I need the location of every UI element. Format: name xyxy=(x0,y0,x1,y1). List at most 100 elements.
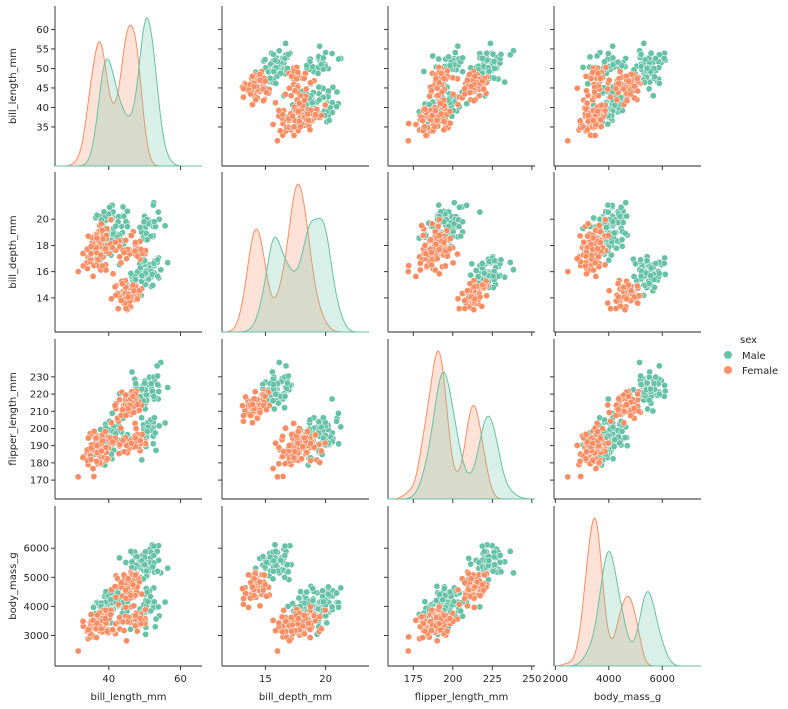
panel-body_mass_g-vs-bill_depth_mm: 15 20 xyxy=(218,506,369,685)
point-female xyxy=(269,617,277,624)
point-female xyxy=(614,406,622,414)
point-female xyxy=(427,236,435,244)
panel-flipper_length_mm-vs-flipper_length_mm xyxy=(387,339,535,503)
point-female xyxy=(590,266,597,274)
y-tick-label: 4000 xyxy=(24,602,49,613)
point-female xyxy=(419,117,427,125)
point-female xyxy=(260,571,268,579)
y-tick-label: 190 xyxy=(30,441,49,452)
point-female xyxy=(307,79,314,87)
point-female xyxy=(295,117,303,125)
point-female xyxy=(97,447,105,455)
point-female xyxy=(435,246,443,253)
point-female xyxy=(294,68,302,76)
point-male xyxy=(652,55,659,62)
point-male xyxy=(317,423,325,431)
y-tick-label: 50 xyxy=(36,64,49,75)
point-male xyxy=(637,272,645,280)
point-female xyxy=(279,433,286,440)
point-female xyxy=(119,618,127,626)
point-male xyxy=(491,561,498,569)
point-female xyxy=(300,612,308,619)
y-tick-label: 200 xyxy=(30,424,49,435)
point-female xyxy=(261,392,269,400)
point-female xyxy=(607,93,614,101)
point-female xyxy=(428,112,436,119)
point-female xyxy=(79,250,87,257)
point-female xyxy=(461,305,469,312)
point-female xyxy=(240,85,247,93)
point-female xyxy=(464,76,471,84)
point-female xyxy=(134,401,141,408)
point-male xyxy=(579,64,587,71)
point-female xyxy=(251,388,259,396)
point-male xyxy=(446,588,454,596)
point-female xyxy=(249,583,256,591)
point-male xyxy=(152,615,160,623)
point-female xyxy=(252,96,260,104)
point-male xyxy=(303,588,311,596)
point-male xyxy=(640,40,648,47)
point-female xyxy=(461,595,469,602)
point-male xyxy=(306,416,314,424)
point-male xyxy=(325,583,332,591)
point-male xyxy=(319,54,327,62)
point-female xyxy=(306,126,314,134)
panel-body_mass_g-vs-flipper_length_mm: 175 200 225 250 xyxy=(384,506,541,685)
point-female xyxy=(479,77,486,85)
point-male xyxy=(124,223,131,231)
point-female xyxy=(412,273,420,280)
point-female xyxy=(446,245,454,253)
point-male xyxy=(450,199,458,207)
point-female xyxy=(433,637,441,645)
point-female xyxy=(595,253,602,261)
point-female xyxy=(464,602,471,610)
point-female xyxy=(90,473,98,480)
point-female xyxy=(97,625,105,633)
point-female xyxy=(131,247,139,255)
panel-bill_length_mm-vs-bill_length_mm: 35 40 45 50 55 60 xyxy=(36,6,202,170)
point-male xyxy=(475,559,483,566)
point-female xyxy=(129,392,137,400)
point-female xyxy=(97,251,105,259)
point-female xyxy=(615,293,622,301)
point-female xyxy=(99,437,107,445)
point-male xyxy=(609,455,617,463)
point-female xyxy=(584,232,591,240)
point-male xyxy=(609,54,617,62)
point-male xyxy=(281,393,289,400)
point-male xyxy=(281,404,288,412)
point-female xyxy=(592,465,600,472)
point-female xyxy=(438,88,446,96)
point-female xyxy=(634,282,641,290)
point-male xyxy=(333,417,340,425)
point-female xyxy=(101,615,109,622)
point-female xyxy=(112,238,119,246)
point-female xyxy=(120,249,128,256)
point-female xyxy=(107,216,115,224)
point-female xyxy=(291,87,299,95)
point-male xyxy=(152,447,160,454)
point-male xyxy=(622,199,630,207)
point-male xyxy=(133,553,141,560)
point-male xyxy=(149,201,157,209)
point-female xyxy=(128,439,135,447)
panel-bill_length_mm-vs-body_mass_g xyxy=(550,6,701,170)
point-male xyxy=(433,582,441,590)
point-male xyxy=(643,379,651,387)
point-female xyxy=(634,75,641,82)
point-male xyxy=(421,598,429,606)
point-female xyxy=(275,619,283,627)
point-male xyxy=(272,548,280,555)
point-female xyxy=(249,419,256,427)
point-female xyxy=(282,90,289,98)
point-female xyxy=(295,615,302,622)
point-male xyxy=(429,52,437,60)
point-female xyxy=(272,439,279,447)
y-tick-label: 55 xyxy=(36,44,49,55)
point-male xyxy=(446,62,454,69)
point-male xyxy=(161,222,169,230)
point-male xyxy=(463,100,471,108)
point-male xyxy=(506,51,514,59)
point-male xyxy=(468,260,476,268)
